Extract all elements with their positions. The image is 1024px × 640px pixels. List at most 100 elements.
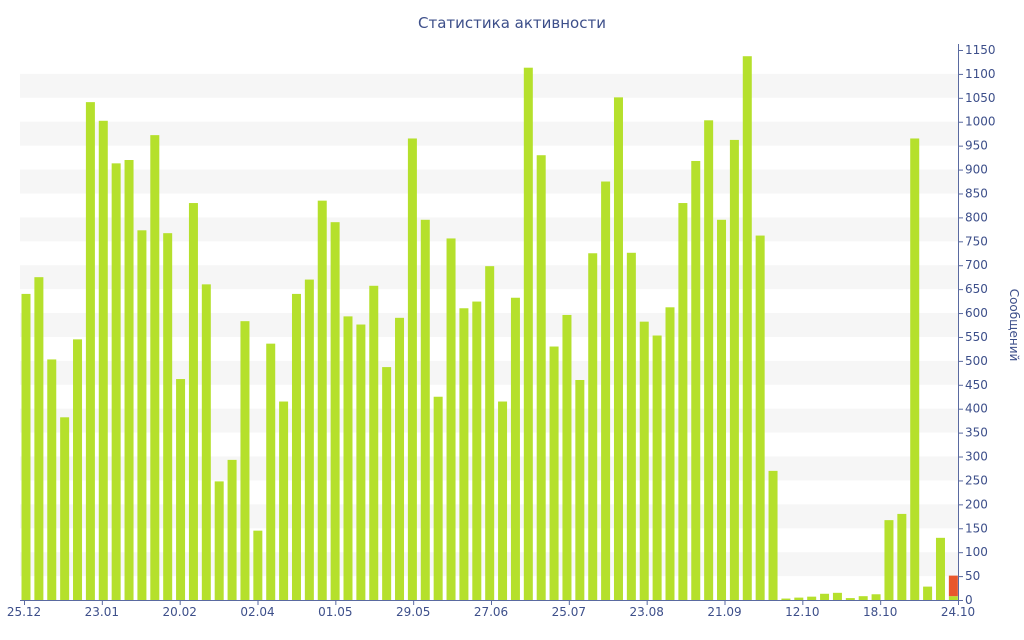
bar (124, 160, 134, 600)
x-tick-label: 01.05 (318, 605, 352, 619)
y-tick-label: 1000 (965, 115, 996, 129)
bar (34, 277, 44, 600)
bar (279, 401, 289, 600)
bar (227, 459, 237, 600)
x-tick-label: 12.10 (785, 605, 819, 619)
y-tick-label: 400 (965, 402, 988, 416)
x-tick-label: 23.08 (629, 605, 663, 619)
bar (665, 307, 675, 600)
bar (85, 102, 95, 600)
bar (73, 339, 83, 600)
bar (240, 321, 250, 600)
y-tick-label: 500 (965, 354, 988, 368)
bar (111, 163, 121, 600)
x-tick-label: 02.04 (240, 605, 274, 619)
bar (382, 367, 392, 600)
bar (832, 592, 842, 600)
y-tick-label: 0 (965, 593, 973, 607)
bar (395, 317, 405, 600)
bar (704, 120, 714, 600)
y-tick-label: 1100 (965, 67, 996, 81)
bar (356, 324, 366, 600)
bar (575, 380, 585, 600)
bar (60, 417, 70, 600)
bar (717, 219, 727, 601)
bar (613, 97, 623, 600)
bar (137, 230, 147, 600)
bar (47, 359, 57, 600)
bar (652, 335, 662, 600)
axes: 0 50 100 150 200 250 300 350 400 450 500 550 600 650 7… (7, 43, 996, 619)
bar (433, 396, 443, 600)
y-tick-label: 650 (965, 282, 988, 296)
bar (923, 586, 933, 600)
bar (21, 293, 31, 600)
y-tick-label: 450 (965, 378, 988, 392)
bar (601, 181, 611, 601)
chart-title: Статистика активности (418, 14, 606, 32)
grid-band (20, 169, 958, 194)
y-tick-label: 850 (965, 186, 988, 200)
bar (150, 135, 160, 600)
bar (755, 235, 765, 600)
bar (214, 481, 224, 600)
y-tick-label: 100 (965, 545, 988, 559)
y-tick-label: 600 (965, 306, 988, 320)
bar (729, 139, 739, 601)
bar (446, 238, 456, 600)
grid-band (20, 121, 958, 146)
bars (21, 56, 958, 601)
x-tick-label: 20.02 (162, 605, 196, 619)
y-tick-label: 1050 (965, 91, 996, 105)
bar (420, 219, 430, 601)
bar (472, 301, 482, 600)
y-tick-label: 350 (965, 426, 988, 440)
bar (523, 67, 533, 600)
bar (948, 596, 958, 600)
y-axis-label: Сообщений (1007, 289, 1021, 362)
bar (807, 596, 817, 600)
bar (369, 285, 379, 600)
bar (510, 297, 520, 600)
y-tick-label: 300 (965, 450, 988, 464)
bar (498, 401, 508, 600)
y-tick-label: 250 (965, 473, 988, 487)
y-tick-label: 150 (965, 521, 988, 535)
bar (407, 138, 417, 600)
bar (691, 160, 701, 600)
bar (549, 346, 559, 600)
bar (266, 343, 276, 600)
x-tick-label: 23.01 (85, 605, 119, 619)
x-tick-label: 25.12 (7, 605, 41, 619)
bar (678, 203, 688, 601)
bar-highlight (948, 575, 958, 597)
bar (485, 266, 495, 600)
bar (330, 222, 340, 600)
bar (176, 379, 186, 600)
bar (910, 138, 920, 600)
bar (163, 233, 173, 600)
y-tick-label: 1150 (965, 43, 996, 57)
bar (935, 537, 945, 600)
bar (820, 593, 830, 600)
y-tick-label: 800 (965, 210, 988, 224)
y-tick-label: 50 (965, 569, 980, 583)
bar (897, 513, 907, 600)
bar (794, 597, 804, 600)
y-tick-label: 950 (965, 139, 988, 153)
bar (253, 530, 263, 600)
bar (742, 56, 752, 600)
bar (845, 598, 855, 600)
bar (536, 155, 546, 600)
y-tick-label: 900 (965, 163, 988, 177)
x-tick-label: 24.10 (941, 605, 975, 619)
bar (871, 594, 881, 600)
y-tick-label: 750 (965, 234, 988, 248)
bar (781, 598, 791, 600)
bar (588, 253, 598, 600)
bar (98, 120, 108, 601)
bar (639, 321, 649, 600)
bar (188, 203, 198, 601)
